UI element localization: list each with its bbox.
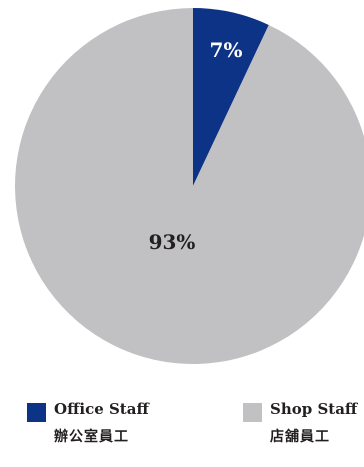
- legend: Office Staff 辦公室員工 Shop Staff 店舖員工: [0, 400, 364, 467]
- pie-slice-shop-staff: [15, 8, 364, 364]
- legend-swatch-office-staff: [27, 403, 46, 422]
- slice-label-shop-staff: 93%: [149, 230, 196, 254]
- legend-swatch-shop-staff: [243, 403, 262, 422]
- slice-labels: 7% 93%: [149, 38, 243, 254]
- pie-chart: 7% 93%: [15, 8, 364, 364]
- legend-label-office-staff: Office Staff: [54, 400, 149, 418]
- legend-label-zh-office-staff: 辦公室員工: [54, 429, 129, 445]
- legend-label-zh-shop-staff: 店舖員工: [270, 429, 330, 445]
- pie-slices: [15, 8, 364, 364]
- slice-label-office-staff: 7%: [210, 38, 243, 62]
- legend-label-shop-staff: Shop Staff: [270, 400, 358, 418]
- pie-slice-office-staff: [193, 8, 269, 186]
